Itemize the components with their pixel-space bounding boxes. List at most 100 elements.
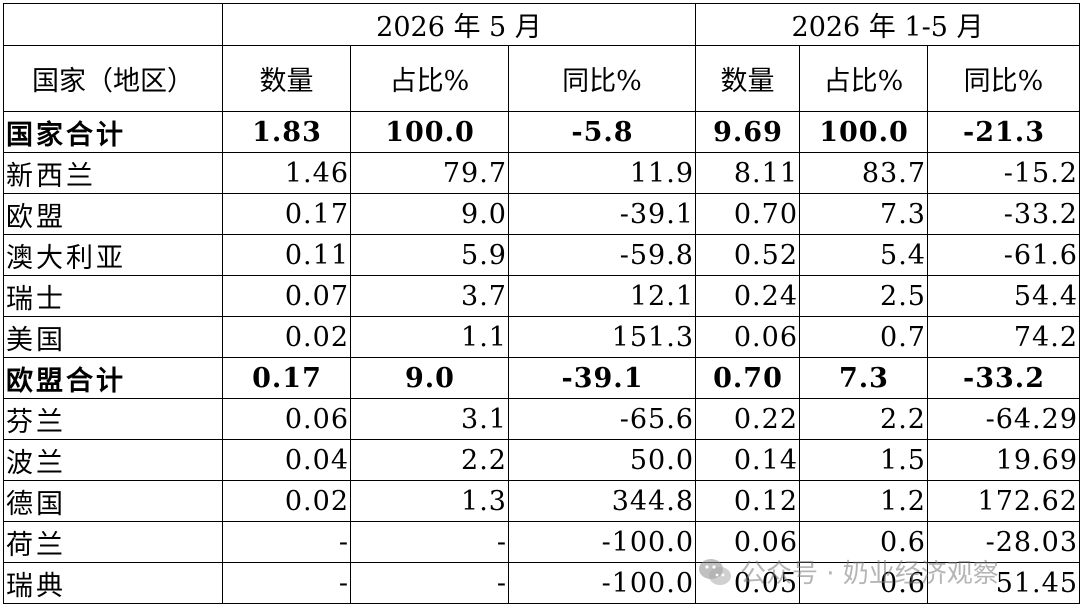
table-row: 瑞士 0.07 3.7 12.1 0.24 2.5 54.4: [3, 275, 1080, 317]
row-ytd-yoy: -33.2: [927, 357, 1080, 399]
row-country: 荷兰: [3, 521, 223, 563]
row-ytd-qty: 0.06: [695, 521, 800, 563]
header-ytd-yoy: 同比%: [927, 45, 1080, 112]
row-month-yoy: -100.0: [508, 562, 696, 604]
row-month-yoy: -59.8: [508, 234, 696, 276]
row-month-qty: 0.17: [222, 193, 351, 235]
row-month-share: 79.7: [350, 152, 509, 194]
row-month-qty: -: [222, 521, 351, 563]
table-row: 欧盟合计 0.17 9.0 -39.1 0.70 7.3 -33.2: [3, 357, 1080, 399]
row-ytd-yoy: -28.03: [927, 521, 1080, 563]
row-ytd-share: 0.6: [799, 521, 928, 563]
row-month-share: 2.2: [350, 439, 509, 481]
row-month-share: 9.0: [350, 193, 509, 235]
row-ytd-yoy: 54.4: [927, 275, 1080, 317]
row-ytd-share: 2.5: [799, 275, 928, 317]
dairy-import-table: 2026 年 5 月 2026 年 1-5 月 国家（地区） 数量 占比% 同比…: [3, 3, 1080, 604]
row-month-qty: -: [222, 562, 351, 604]
column-header-row: 国家（地区） 数量 占比% 同比% 数量 占比% 同比%: [3, 45, 1080, 112]
row-ytd-yoy: 172.62: [927, 480, 1080, 522]
row-month-yoy: 50.0: [508, 439, 696, 481]
row-ytd-yoy: 74.2: [927, 316, 1080, 358]
row-country: 德国: [3, 480, 223, 522]
row-month-share: 1.3: [350, 480, 509, 522]
table-row: 欧盟 0.17 9.0 -39.1 0.70 7.3 -33.2: [3, 193, 1080, 235]
table-row: 芬兰 0.06 3.1 -65.6 0.22 2.2 -64.29: [3, 398, 1080, 440]
row-month-yoy: -5.8: [508, 111, 696, 153]
header-month-qty: 数量: [222, 45, 351, 112]
row-ytd-share: 100.0: [799, 111, 928, 153]
row-ytd-share: 1.2: [799, 480, 928, 522]
row-ytd-share: 7.3: [799, 193, 928, 235]
row-month-yoy: 11.9: [508, 152, 696, 194]
row-month-qty: 0.04: [222, 439, 351, 481]
row-ytd-qty: 0.22: [695, 398, 800, 440]
row-ytd-qty: 0.24: [695, 275, 800, 317]
row-country: 欧盟合计: [3, 357, 223, 399]
row-country: 美国: [3, 316, 223, 358]
row-ytd-qty: 0.05: [695, 562, 800, 604]
row-month-yoy: -39.1: [508, 193, 696, 235]
header-period-month: 2026 年 5 月: [222, 3, 696, 46]
row-month-share: 100.0: [350, 111, 509, 153]
table-row: 波兰 0.04 2.2 50.0 0.14 1.5 19.69: [3, 439, 1080, 481]
row-ytd-qty: 8.11: [695, 152, 800, 194]
row-month-qty: 0.07: [222, 275, 351, 317]
row-ytd-yoy: -33.2: [927, 193, 1080, 235]
row-ytd-share: 83.7: [799, 152, 928, 194]
row-month-share: -: [350, 562, 509, 604]
row-ytd-qty: 0.06: [695, 316, 800, 358]
row-month-qty: 0.11: [222, 234, 351, 276]
row-ytd-qty: 0.12: [695, 480, 800, 522]
row-month-share: 9.0: [350, 357, 509, 399]
header-month-yoy: 同比%: [508, 45, 696, 112]
row-ytd-share: 2.2: [799, 398, 928, 440]
row-month-yoy: -65.6: [508, 398, 696, 440]
row-ytd-share: 0.7: [799, 316, 928, 358]
table-row: 德国 0.02 1.3 344.8 0.12 1.2 172.62: [3, 480, 1080, 522]
header-period-ytd: 2026 年 1-5 月: [695, 3, 1080, 46]
table-row: 荷兰 - - -100.0 0.06 0.6 -28.03: [3, 521, 1080, 563]
row-month-yoy: 344.8: [508, 480, 696, 522]
header-ytd-qty: 数量: [695, 45, 800, 112]
row-ytd-yoy: -61.6: [927, 234, 1080, 276]
row-month-qty: 0.17: [222, 357, 351, 399]
row-month-share: 5.9: [350, 234, 509, 276]
row-ytd-qty: 9.69: [695, 111, 800, 153]
header-ytd-share: 占比%: [799, 45, 928, 112]
row-country: 国家合计: [3, 111, 223, 153]
header-blank-cell: [3, 3, 223, 46]
header-country: 国家（地区）: [3, 45, 223, 112]
row-ytd-share: 5.4: [799, 234, 928, 276]
row-ytd-yoy: -64.29: [927, 398, 1080, 440]
row-country: 瑞典: [3, 562, 223, 604]
row-month-share: 1.1: [350, 316, 509, 358]
table-row: 澳大利亚 0.11 5.9 -59.8 0.52 5.4 -61.6: [3, 234, 1080, 276]
row-ytd-yoy: -15.2: [927, 152, 1080, 194]
table-row: 新西兰 1.46 79.7 11.9 8.11 83.7 -15.2: [3, 152, 1080, 194]
row-country: 芬兰: [3, 398, 223, 440]
row-month-qty: 1.46: [222, 152, 351, 194]
row-ytd-qty: 0.14: [695, 439, 800, 481]
table-row: 瑞典 - - -100.0 0.05 0.6 51.45: [3, 562, 1080, 604]
row-country: 欧盟: [3, 193, 223, 235]
row-ytd-yoy: -21.3: [927, 111, 1080, 153]
row-country: 澳大利亚: [3, 234, 223, 276]
row-month-share: 3.1: [350, 398, 509, 440]
row-month-share: 3.7: [350, 275, 509, 317]
row-ytd-share: 7.3: [799, 357, 928, 399]
row-country: 波兰: [3, 439, 223, 481]
row-month-share: -: [350, 521, 509, 563]
row-ytd-share: 0.6: [799, 562, 928, 604]
row-month-yoy: -100.0: [508, 521, 696, 563]
row-ytd-qty: 0.70: [695, 193, 800, 235]
table-row: 国家合计 1.83 100.0 -5.8 9.69 100.0 -21.3: [3, 111, 1080, 153]
row-month-qty: 0.06: [222, 398, 351, 440]
row-ytd-share: 1.5: [799, 439, 928, 481]
row-ytd-qty: 0.70: [695, 357, 800, 399]
header-month-share: 占比%: [350, 45, 509, 112]
row-month-yoy: 151.3: [508, 316, 696, 358]
row-month-qty: 1.83: [222, 111, 351, 153]
row-ytd-yoy: 19.69: [927, 439, 1080, 481]
table-row: 美国 0.02 1.1 151.3 0.06 0.7 74.2: [3, 316, 1080, 358]
